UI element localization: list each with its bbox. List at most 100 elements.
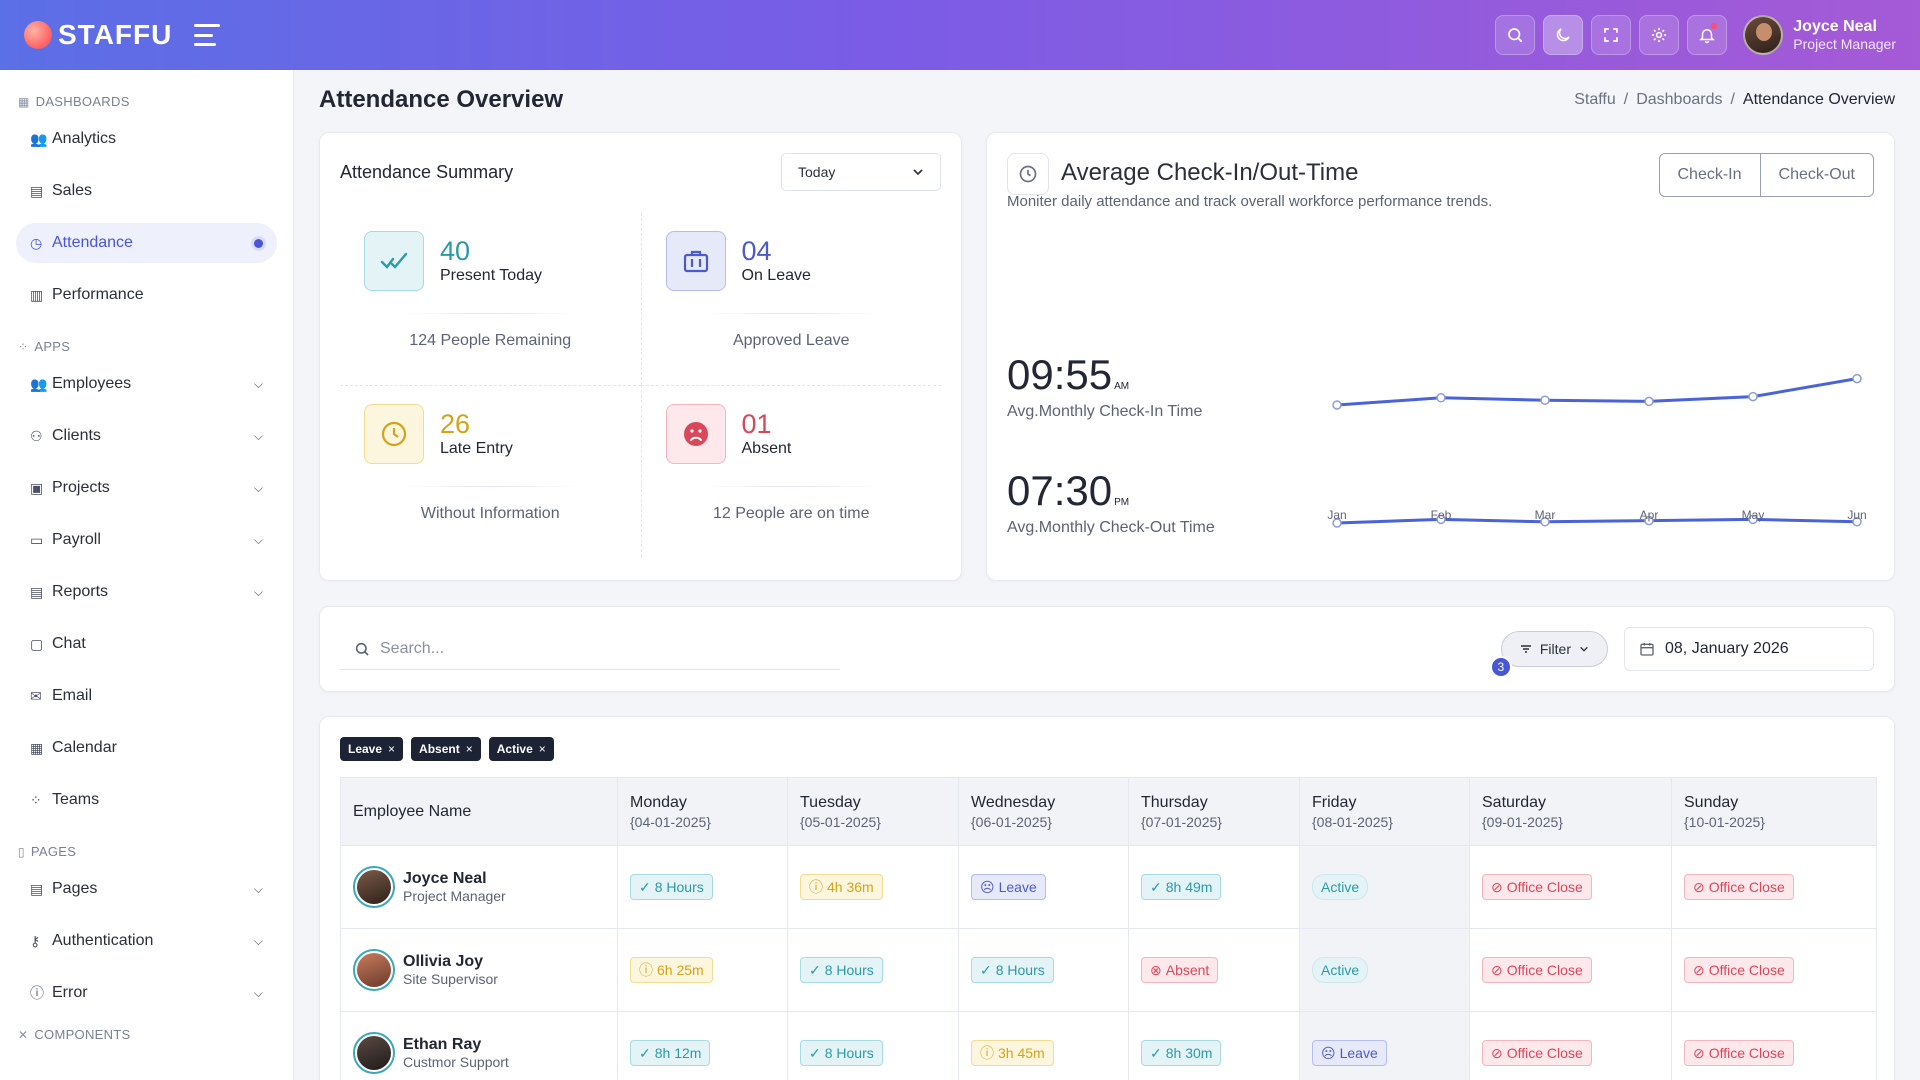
sidebar-item-error[interactable]: ⓘ Error ⌵ <box>30 984 263 1001</box>
chevron-down-icon: ⌵ <box>253 480 263 495</box>
sidebar-item-projects[interactable]: ▣ Projects ⌵ <box>30 479 263 496</box>
brand-logo[interactable]: STAFFU <box>24 19 172 51</box>
clock-icon <box>1007 153 1049 195</box>
stat-on-leave-foot: Approved Leave <box>732 332 850 349</box>
chart-point[interactable] <box>1332 518 1342 528</box>
dark-mode-button[interactable] <box>1543 15 1584 55</box>
chart-point[interactable] <box>1332 400 1342 410</box>
column-header-day[interactable]: Saturday {09-01-2025} <box>1469 777 1672 846</box>
users-icon: 👥 <box>30 375 48 392</box>
fullscreen-button[interactable] <box>1591 15 1632 55</box>
user-menu[interactable]: Joyce Neal Project Manager <box>1743 15 1896 55</box>
menu-toggle-icon[interactable] <box>194 24 221 46</box>
sidebar-item-chat[interactable]: ▢ Chat <box>30 635 86 652</box>
column-header-day[interactable]: Friday {08-01-2025} <box>1299 777 1470 846</box>
period-select[interactable]: Today <box>781 153 941 191</box>
settings-button[interactable] <box>1639 15 1680 55</box>
close-status-icon: ⊘ <box>1491 1044 1503 1061</box>
sidebar-item-attendance[interactable]: ◷ Attendance <box>16 223 277 263</box>
table-row[interactable]: Ethan Ray Custmor Support ✓ 8h 12m ✓ 8 Hours ⓘ… <box>340 1011 1877 1080</box>
status-text: Office Close <box>1506 962 1583 978</box>
sidebar-item-payroll[interactable]: ▭ Payroll ⌵ <box>30 531 263 548</box>
table-row[interactable]: Ollivia Joy Site Supervisor ⓘ 6h 25m ✓ 8 Hour… <box>340 928 1877 1012</box>
sidebar-item-reports[interactable]: ▤ Reports ⌵ <box>30 583 263 600</box>
status-text: Office Close <box>1708 962 1785 978</box>
chevron-down-icon: ⌵ <box>253 584 263 599</box>
page-icon: ▯ <box>18 844 25 859</box>
chevron-down-icon: ⌵ <box>253 532 263 547</box>
column-header-day[interactable]: Monday {04-01-2025} <box>617 777 788 846</box>
status-badge: ☹ Leave <box>971 874 1046 900</box>
notifications-button[interactable] <box>1687 15 1728 55</box>
close-icon[interactable]: × <box>388 742 396 756</box>
gear-icon <box>1652 27 1667 43</box>
hours-status-icon: ✓ <box>809 1044 821 1061</box>
column-header-day[interactable]: Sunday {10-01-2025} <box>1671 777 1877 846</box>
teams-icon: ⁘ <box>30 791 42 808</box>
table-row[interactable]: Joyce Neal Project Manager ✓ 8 Hours ⓘ 4h 36m… <box>340 845 1877 929</box>
chart-tick-label: Jan <box>1327 508 1346 522</box>
sidebar-item-performance[interactable]: ▥ Performance <box>30 286 144 303</box>
sidebar-item-teams[interactable]: ⁘ Teams <box>30 791 100 808</box>
chart-point[interactable] <box>1748 514 1758 525</box>
chart-point[interactable] <box>1852 517 1862 527</box>
status-text: Office Close <box>1708 1045 1785 1061</box>
sidebar-item-email[interactable]: ✉ Email <box>30 687 93 704</box>
search-button[interactable] <box>1495 15 1536 55</box>
chat-icon: ▢ <box>30 635 44 652</box>
column-header-employee[interactable]: Employee Name <box>340 777 618 846</box>
column-header-day[interactable]: Tuesday {05-01-2025} <box>787 777 959 846</box>
late-status-icon: ⓘ <box>639 962 653 978</box>
checkin-time-block: 09:55 AM Avg.Monthly Check-In Time <box>1007 351 1202 421</box>
chart-point[interactable] <box>1852 373 1862 384</box>
column-header-day[interactable]: Thursday {07-01-2025} <box>1128 777 1300 846</box>
date-value: 08, January 2026 <box>1665 640 1789 657</box>
users-icon: 👥 <box>30 130 48 147</box>
checkin-toggle: Check-In Check-Out <box>1658 153 1874 197</box>
attendance-cell: ☹ Leave <box>1299 1011 1470 1080</box>
breadcrumb-dashboards[interactable]: Dashboards <box>1636 91 1723 108</box>
stat-late-entry: 26 Late Entry Without Information <box>340 385 641 557</box>
breadcrumb-staffu[interactable]: Staffu <box>1574 91 1616 108</box>
sidebar-item-calendar[interactable]: ▦ Calendar <box>30 739 117 756</box>
user-name: Joyce Neal <box>1793 18 1877 35</box>
attendance-cell: ⊘ Office Close <box>1469 1011 1672 1080</box>
hours-status-icon: ✓ <box>639 1044 651 1061</box>
date-picker[interactable]: 08, January 2026 <box>1624 627 1874 671</box>
chart-point[interactable] <box>1540 395 1550 405</box>
employee-cell: Ethan Ray Custmor Support <box>340 1011 618 1080</box>
close-status-icon: ⊘ <box>1491 961 1503 978</box>
attendance-cell: ✓ 8 Hours <box>958 928 1129 1012</box>
close-icon[interactable]: × <box>538 742 546 756</box>
active-filters: Leave × Absent × Active × <box>340 737 1874 761</box>
tab-check-in[interactable]: Check-In <box>1677 166 1742 183</box>
column-header-day[interactable]: Wednesday {06-01-2025} <box>958 777 1129 846</box>
chart-point[interactable] <box>1540 517 1550 527</box>
stat-late-foot: Without Information <box>420 505 560 522</box>
checkout-caption: Avg.Monthly Check-Out Time <box>1007 519 1215 536</box>
chart-point[interactable] <box>1436 514 1446 525</box>
filter-button[interactable]: Filter 3 <box>1489 631 1608 678</box>
sidebar-item-authentication[interactable]: ⚷ Authentication ⌵ <box>30 932 263 949</box>
stat-late-value: 26 <box>440 409 471 440</box>
sidebar-item-sales[interactable]: ▤ Sales <box>30 182 93 199</box>
status-badge: ✓ 8 Hours <box>800 957 883 983</box>
chart-point[interactable] <box>1748 391 1758 402</box>
search-input[interactable]: Search... <box>340 628 840 670</box>
chart-point[interactable] <box>1644 515 1654 526</box>
stat-absent-value: 01 <box>741 409 772 440</box>
filter-chip-leave: Leave × <box>340 737 404 761</box>
sidebar-item-analytics[interactable]: 👥 Analytics <box>30 130 117 147</box>
chart-point[interactable] <box>1436 393 1446 403</box>
avatar <box>353 866 395 908</box>
status-badge: ⓘ 4h 36m <box>800 874 883 900</box>
search-icon <box>1508 28 1523 43</box>
chart-point[interactable] <box>1644 396 1654 407</box>
apps-icon: ⁘ <box>18 339 29 354</box>
tab-check-out[interactable]: Check-Out <box>1759 154 1873 196</box>
sidebar-item-clients[interactable]: ⚇ Clients ⌵ <box>30 427 263 444</box>
sidebar-item-pages[interactable]: ▤ Pages ⌵ <box>30 880 263 897</box>
close-icon[interactable]: × <box>465 742 473 756</box>
status-text: Leave <box>998 879 1037 895</box>
sidebar-item-employees[interactable]: 👥 Employees ⌵ <box>30 375 263 392</box>
